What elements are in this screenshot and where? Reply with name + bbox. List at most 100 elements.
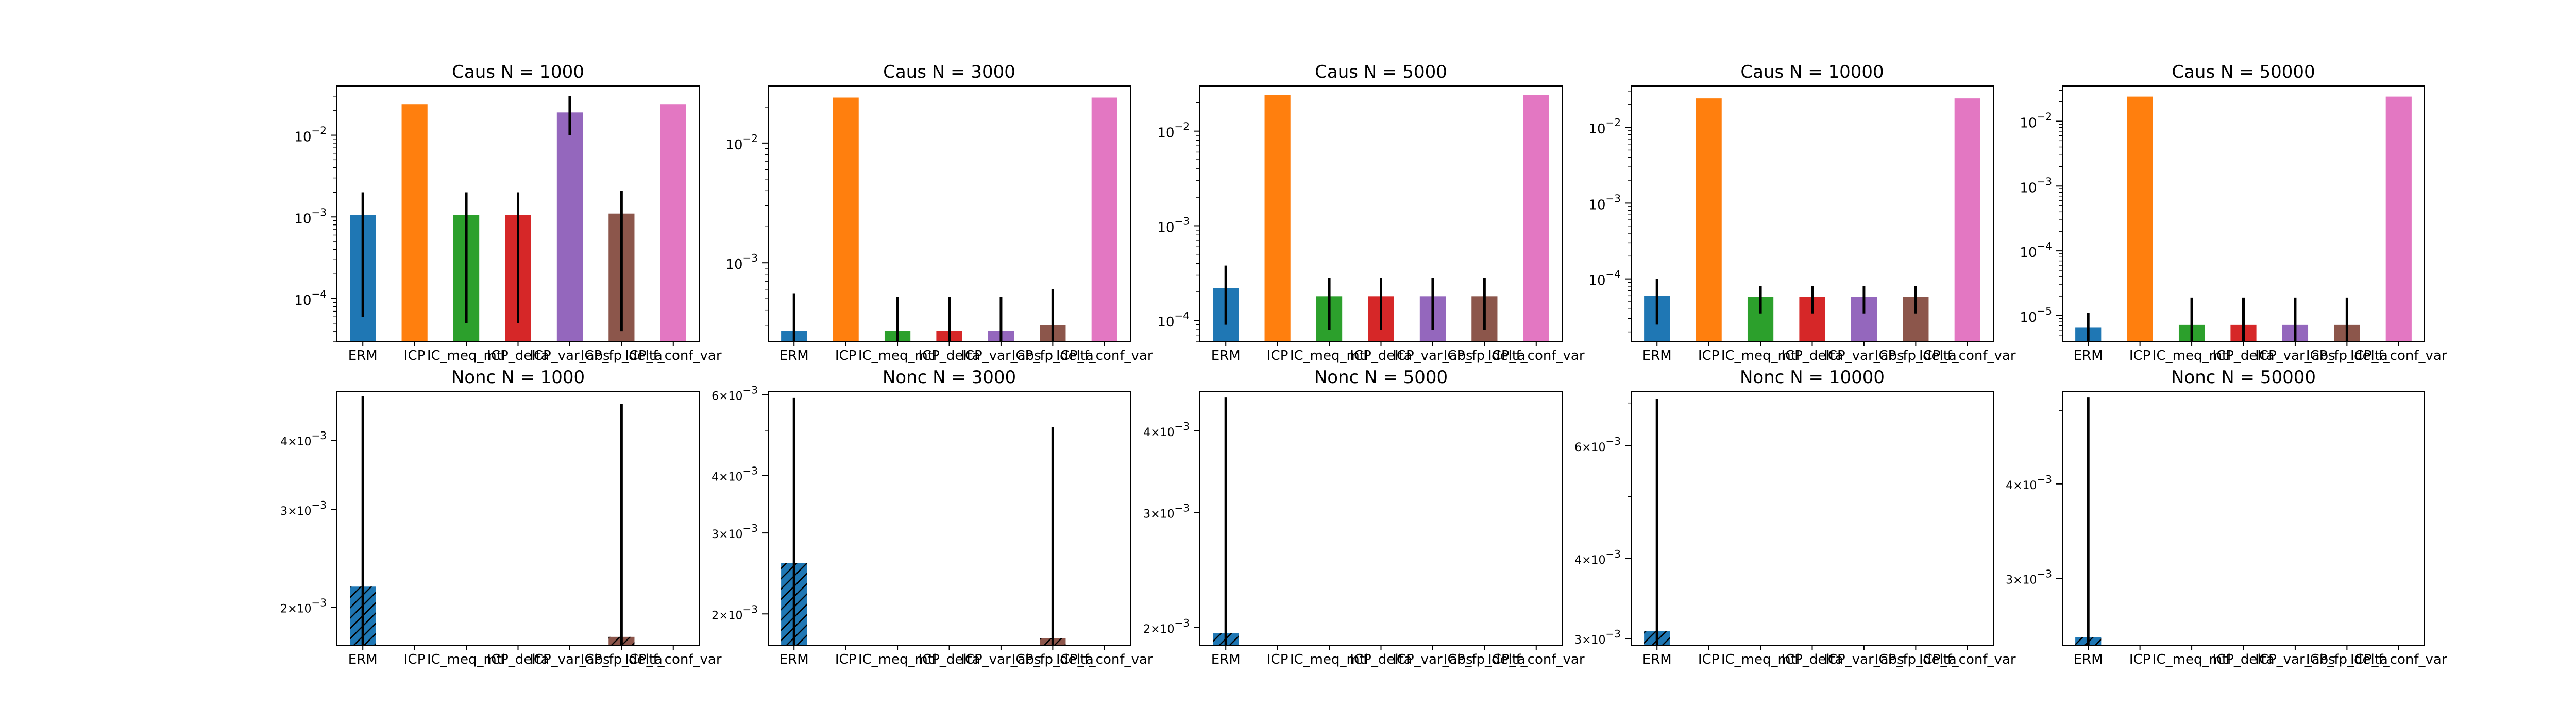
y-tick-label: 3×10−3	[2006, 567, 2052, 587]
y-tick-label: 2×10−3	[280, 596, 327, 616]
x-tick-label: IC_meq_mtl	[1290, 652, 1368, 667]
y-tick-label: 10−4	[294, 288, 327, 308]
y-tick-label: 10−2	[2020, 110, 2052, 131]
x-tick-label: ICP_fp_delta	[1875, 652, 1957, 667]
y-tick-label: 10−4	[2020, 240, 2052, 261]
x-tick-label: ICP	[404, 652, 426, 667]
x-tick-label: ERM	[348, 652, 378, 667]
axes-frame	[1199, 391, 1563, 646]
chart-title: Caus N = 5000	[1315, 62, 1447, 82]
x-tick-label: ICP	[2129, 348, 2151, 364]
x-tick-label: ICP	[1698, 652, 1720, 667]
x-tick-label: ICP_fp_delta	[581, 652, 663, 667]
x-tick-label: ICP_var_abs	[1824, 652, 1904, 667]
x-tick-label: ICP_var_abs	[2255, 652, 2335, 667]
x-tick-label: ERM	[2074, 348, 2103, 364]
y-tick-label: 3×10−3	[711, 522, 758, 542]
axes-frame	[1631, 391, 1994, 646]
x-tick-label: ERM	[1642, 652, 1672, 667]
x-tick-label: ICP_var_abs	[961, 348, 1041, 364]
y-tick-label: 6×10−3	[1574, 435, 1621, 454]
y-tick-label: 4×10−3	[1574, 547, 1621, 567]
y-tick-label: 10−3	[1588, 192, 1621, 213]
x-tick-label: ICP_delta	[1350, 652, 1412, 667]
x-tick-label: ICP	[1698, 348, 1720, 364]
x-tick-label: IC_meq_mtl	[858, 652, 937, 667]
axes-frame	[336, 85, 700, 342]
x-tick-label: ICP_delta	[2212, 348, 2274, 364]
x-tick-label: ICP_f_conf_var	[625, 348, 722, 364]
y-tick-label: 3×10−3	[280, 498, 327, 518]
x-tick-label: ERM	[779, 348, 809, 364]
x-tick-label: ICP	[404, 348, 426, 364]
y-tick-label: 10−3	[294, 206, 327, 227]
y-tick-label: 10−2	[725, 132, 758, 152]
y-tick-label: 10−4	[1157, 309, 1190, 330]
axes-frame	[2062, 85, 2425, 342]
x-tick-label: ICP_fp_delta	[1444, 348, 1526, 364]
bar	[833, 97, 859, 342]
bar	[1523, 95, 1549, 342]
x-tick-label: ICP_var_abs	[530, 348, 610, 364]
x-tick-label: ICP_fp_delta	[581, 348, 663, 364]
x-tick-label: ICP_f_conf_var	[1056, 652, 1153, 667]
axes-frame	[2062, 391, 2425, 646]
x-tick-label: IC_meq_mtl	[427, 652, 505, 667]
chart-title: Caus N = 1000	[452, 62, 584, 82]
y-tick-label: 3×10−3	[1574, 628, 1621, 647]
y-tick-label: 10−3	[725, 252, 758, 272]
axes-frame	[768, 85, 1131, 342]
x-tick-label: ICP_fp_delta	[1012, 348, 1094, 364]
x-tick-label: ERM	[1211, 652, 1241, 667]
x-tick-label: ICP_delta	[1350, 348, 1412, 364]
chart-title: Nonc N = 10000	[1740, 367, 1885, 388]
x-tick-label: ERM	[1642, 348, 1672, 364]
x-tick-label: ICP_f_conf_var	[2350, 348, 2447, 364]
bar	[556, 112, 583, 341]
x-tick-label: ICP_fp_delta	[1875, 348, 1957, 364]
y-tick-label: 2×10−3	[711, 603, 758, 623]
bar	[660, 104, 686, 341]
y-tick-label: 2×10−3	[1143, 616, 1190, 636]
y-tick-label: 10−4	[1588, 268, 1621, 288]
x-tick-label: ICP_var_abs	[1824, 348, 1904, 364]
x-tick-label: ICP_var_abs	[1393, 652, 1473, 667]
y-tick-label: 10−5	[2020, 304, 2052, 325]
x-tick-label: ICP	[835, 652, 857, 667]
x-tick-label: IC_meq_mtl	[1721, 348, 1800, 364]
x-tick-label: ICP_f_conf_var	[625, 652, 722, 667]
chart-title: Nonc N = 50000	[2171, 367, 2316, 388]
x-tick-label: ICP_fp_delta	[2306, 348, 2388, 364]
x-tick-label: ICP	[835, 348, 857, 364]
chart-title: Caus N = 3000	[883, 62, 1015, 82]
axes-frame	[1631, 85, 1994, 342]
x-tick-label: ICP_fp_delta	[1444, 652, 1526, 667]
y-tick-label: 10−2	[1588, 116, 1621, 137]
x-tick-label: ICP_f_conf_var	[1056, 348, 1153, 364]
x-tick-label: ICP_var_abs	[530, 652, 610, 667]
y-tick-label: 10−2	[1157, 120, 1190, 141]
x-tick-label: ICP	[1267, 348, 1289, 364]
x-tick-label: ICP_delta	[487, 348, 549, 364]
x-tick-label: ERM	[1211, 348, 1241, 364]
x-tick-label: ICP_f_conf_var	[1488, 652, 1585, 667]
y-tick-label: 10−2	[294, 124, 327, 145]
x-tick-label: ICP_delta	[487, 652, 549, 667]
chart-title: Nonc N = 5000	[1314, 367, 1448, 388]
bar	[1954, 98, 1980, 341]
y-tick-label: 3×10−3	[1143, 502, 1190, 521]
x-tick-label: ERM	[2074, 652, 2103, 667]
bar	[1696, 98, 1722, 341]
x-tick-label: ICP_fp_delta	[1012, 652, 1094, 667]
y-tick-label: 4×10−3	[280, 429, 327, 449]
x-tick-label: IC_meq_mtl	[2153, 652, 2231, 667]
x-tick-label: ICP_var_abs	[961, 652, 1041, 667]
x-tick-label: ICP_var_abs	[2255, 348, 2335, 364]
y-tick-label: 6×10−3	[711, 384, 758, 403]
